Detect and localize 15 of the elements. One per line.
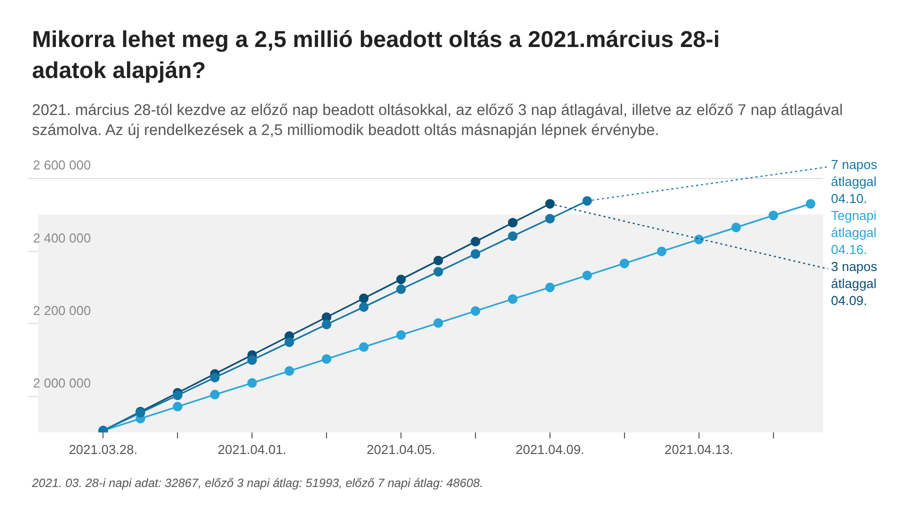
text: 7 napos átlaggal 04.10. <box>831 156 878 206</box>
x-tick-label: 2021.04.09. <box>516 442 584 457</box>
text: 2021. 03. 28-i napi adat: 32867, előző 3 napi átlag: 51993, előző 7 napi átlag: 48608. <box>32 476 484 490</box>
series-label: Tegnapi átlaggal 04.16. <box>831 208 877 257</box>
chart-title: Mikorra lehet meg a 2,5 millió beadott oltás a 2021.március 28-i adatok alapján? <box>32 25 721 85</box>
y-tick-label: 2 200 000 <box>33 302 91 318</box>
x-tick-label: 2021.04.01. <box>218 442 286 457</box>
x-tick-label: 2021.03.28. <box>68 442 138 457</box>
x-tick-label: 2021.04.05. <box>366 442 436 457</box>
x-tick-label: 2021.04.13. <box>664 442 734 457</box>
y-tick-label: 2 000 000 <box>33 376 91 391</box>
y-tick-label: 2 400 000 <box>33 230 91 246</box>
y-tick-label: 2 600 000 <box>33 158 91 173</box>
text: 3 napos átlaggal 04.09. <box>831 258 878 308</box>
chart-subtitle: 2021. március 28-tól kezdve az előző nap beadott oltásokkal, az előző 3 nap átlagával, illetve az előző 7 nap átlagával számolva. Az új rendelkezések a 2,5 milliomodik beadott oltás másnapján lépnek érvénybe. <box>32 101 844 141</box>
